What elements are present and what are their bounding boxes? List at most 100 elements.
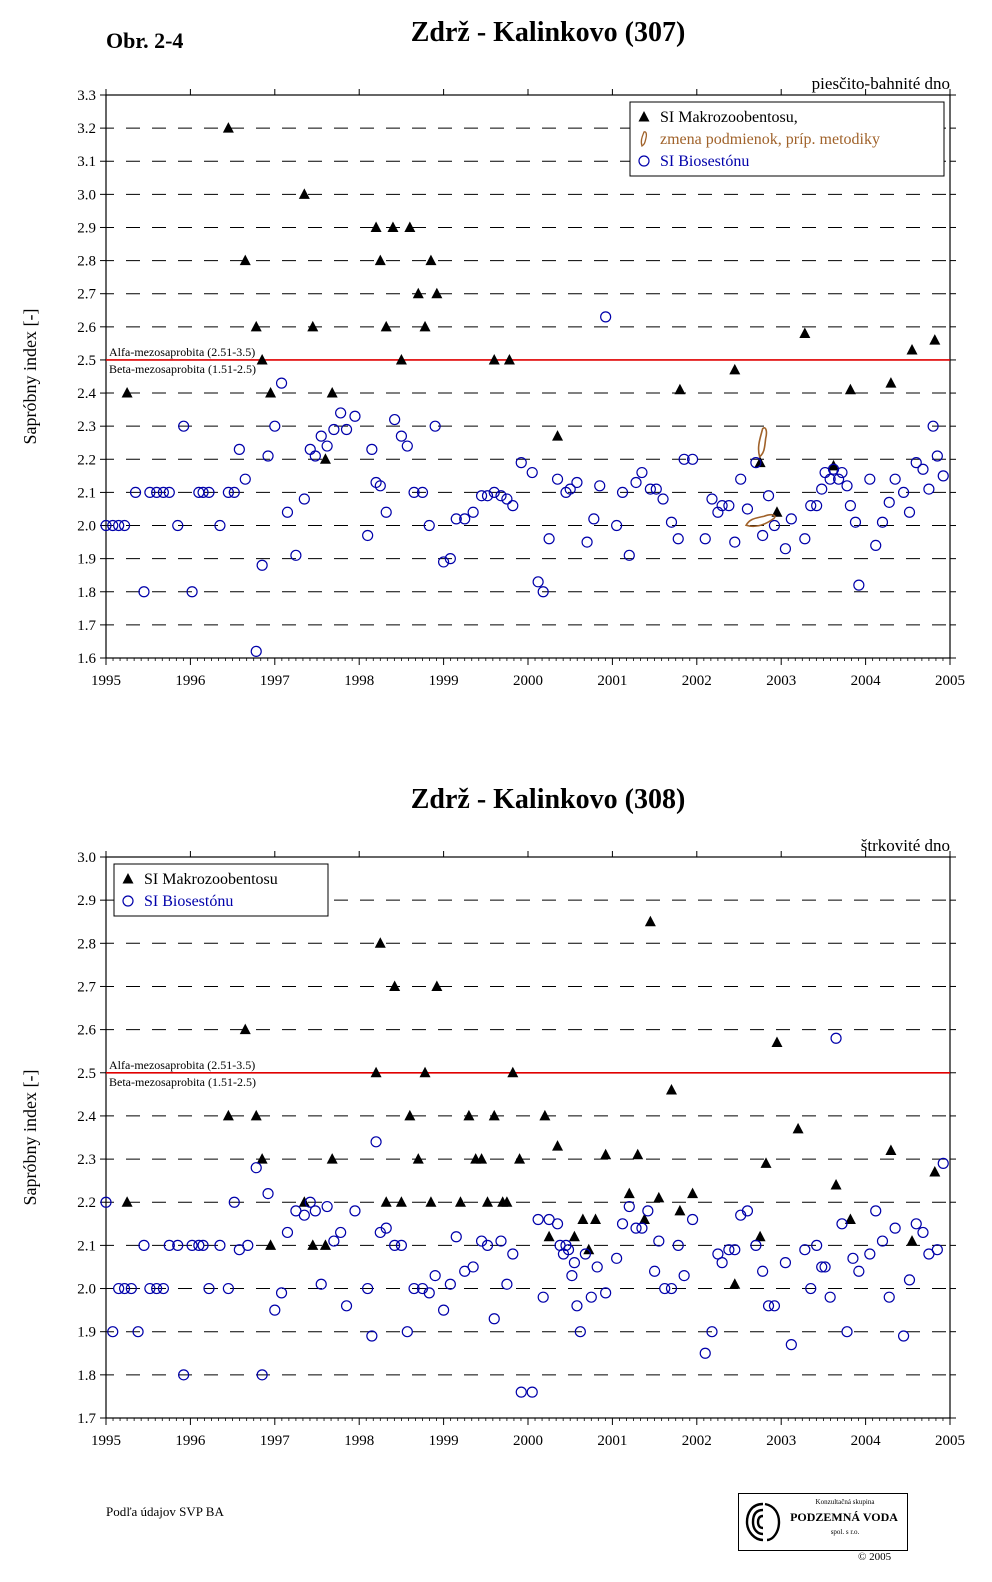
chart1-xtick-label: 1997 [260,673,291,689]
chart1-biosestonu-point [129,486,142,499]
chart2-makrozoobentos-point [488,1109,500,1121]
chart2-xtick-label: 2004 [851,1433,882,1449]
chart1-biosestonu-point [937,470,949,482]
chart1-biosestonu-point [762,490,775,502]
chart2-legend [113,863,329,917]
chart1-biosestonu-point [564,483,576,495]
copyright: © 2005 [858,1551,892,1563]
chart2-biosestonu-point [799,1244,811,1256]
chart1-ytick-label: 2.1 [77,485,96,501]
chart2-biosestonu-point [623,1200,635,1213]
chart1-biosestonu-point [250,645,262,657]
chart-307: Zdrž - Kalinkovo (307) piesčito-bahnité d… [20,17,965,689]
chart2-xtick-label: 2000 [513,1433,543,1449]
chart1-makrozoobentos-point [404,221,416,232]
chart2-biosestonu-point [362,1282,374,1295]
chart1-biosestonu-point [630,476,642,489]
logo-text-main: PODZEMNÁ VODA [790,1510,898,1524]
chart2-biosestonu-point [222,1282,234,1295]
chart2-makrozoobentos-point [583,1243,595,1255]
chart2-makrozoobentos-point [653,1191,665,1203]
chart2-biosestonu-point [157,1282,169,1295]
chart1-biosestonu-point [750,457,762,469]
chart2-makrozoobentos-point [395,1196,407,1207]
chart2-biosestonu-point [444,1278,456,1290]
chart2-biosestonu-point [571,1300,583,1312]
chart2-makrozoobentos-point [425,1196,437,1207]
chart1-biosestonu-point [481,490,494,502]
chart1-biosestonu-point [849,516,862,528]
chart2-ytick-label: 1.7 [77,1411,96,1427]
chart1-biosestonu-point [380,506,392,518]
chart1-makrozoobentos-point [380,320,392,332]
chart2-biosestonu-point [630,1222,642,1234]
chart2-makrozoobentos-point [674,1204,686,1216]
chart2-makrozoobentos-point [552,1140,564,1151]
chart1-ytick-label: 3.3 [77,88,96,104]
chart2-biosestonu-point [757,1265,769,1277]
chart1-biosestonu-point [537,586,549,598]
chart1-biosestonu-point [214,519,226,532]
chart1-ytick-label: 3.2 [77,121,96,137]
chart1-biosestonu-point [931,450,943,462]
chart1-ytick-label: 2.9 [77,220,96,236]
chart1-biosestonu-point [650,483,662,495]
chart2-threshold-label-above: Alfa-mezosaprobita (2.51-3.5) [109,1058,255,1072]
chart1-biosestonu-point [151,486,163,499]
chart1-biosestonu-point [309,450,321,462]
chart1-biosestonu-point [304,443,316,455]
chart1-makrozoobentos-point [239,254,251,266]
chart2-makrozoobentos-point [250,1109,262,1121]
chart2-makrozoobentos-point [501,1196,513,1207]
chart2-biosestonu-point [423,1287,435,1299]
chart2-xtick-label: 2003 [766,1433,796,1449]
chart2-biosestonu-point [779,1257,792,1269]
chart1-makrozoobentos-point [222,122,234,133]
chart1-makrozoobentos-point [250,320,262,332]
chart1-makrozoobentos-point [828,459,840,471]
chart2-biosestonu-point [611,1252,623,1264]
chart1-biosestonu-point [459,513,471,525]
chart1-makrozoobentos-point [799,327,811,338]
chart1-biosestonu-point [163,486,175,499]
chart1-biosestonu-point [233,443,245,455]
chart1-biosestonu-point [588,513,600,525]
chart2-biosestonu-point [401,1326,413,1338]
chart1-biosestonu-point [298,493,310,505]
chart1-method-change-marker [744,513,776,528]
chart2-biosestonu-point [579,1248,591,1260]
chart1-title: Zdrž - Kalinkovo (307) [411,17,686,48]
chart1-biosestonu-point [799,533,811,545]
chart2-makrozoobentos-point [644,915,656,927]
chart1-biosestonu-point [811,500,823,512]
chart2-biosestonu-point [678,1269,690,1282]
chart1-ytick-label: 2.8 [77,254,96,270]
chart2-biosestonu-point [389,1239,401,1251]
chart1-makrozoobentos-point [906,344,918,355]
chart1-ytick-label: 1.8 [77,585,96,601]
chart1-biosestonu-point [883,496,895,508]
chart1-biosestonu-point [349,410,361,422]
chart1-biosestonu-point [757,529,769,542]
chart2-xtick-label: 1999 [429,1433,459,1449]
chart1-biosestonu-point [113,519,125,532]
chart2-biosestonu-point [250,1162,262,1174]
chart2-makrozoobentos-point [590,1213,602,1224]
chart2-biosestonu-point [113,1282,125,1295]
chart1-biosestonu-point [735,473,747,485]
chart2-biosestonu-point [481,1239,494,1251]
chart2-makrozoobentos-point [514,1153,526,1164]
chart2-ytick-label: 2.3 [77,1152,96,1168]
chart1-biosestonu-point [836,466,848,479]
chart1-biosestonu-point [686,453,699,465]
chart2-biosestonu-point [163,1239,175,1251]
chart2-biosestonu-point [653,1235,665,1247]
chart1-biosestonu-point [450,513,462,525]
chart2-biosestonu-point [937,1157,949,1169]
figure-label: Obr. 2-4 [106,28,184,53]
chart2-makrozoobentos-point [600,1148,612,1160]
chart1-biosestonu-point [532,576,544,588]
chart1-biosestonu-point [876,516,889,528]
chart1-ytick-label: 2.7 [77,287,96,303]
chart1-threshold-label-below: Beta-mezosaprobita (1.51-2.5) [109,362,256,376]
